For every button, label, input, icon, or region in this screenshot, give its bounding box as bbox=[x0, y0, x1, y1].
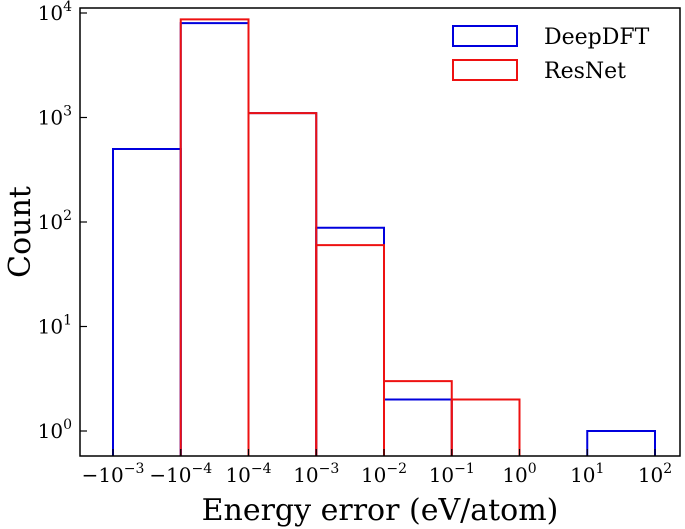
legend-swatch bbox=[452, 25, 518, 47]
legend-label: DeepDFT bbox=[544, 25, 650, 50]
series-resnet bbox=[179, 18, 521, 456]
bar-resnet bbox=[383, 380, 453, 456]
x-tick-label: 10−1 bbox=[429, 461, 475, 487]
x-axis: −10−3 −10−4 10−4 10−3 10−2 10−1 100 101 102 bbox=[82, 449, 672, 487]
bar-deepdft bbox=[179, 22, 250, 456]
x-tick-label: −10−3 bbox=[82, 461, 145, 487]
bar-deepdft bbox=[383, 398, 453, 456]
y-tick-label: 104 bbox=[38, 0, 72, 25]
legend: DeepDFT ResNet bbox=[452, 25, 650, 84]
y-axis: 100 101 102 103 104 bbox=[38, 0, 87, 443]
x-tick-label: 10−3 bbox=[293, 461, 339, 487]
bar-deepdft bbox=[247, 112, 318, 456]
histogram-bars bbox=[112, 18, 656, 456]
x-tick-label: 10−4 bbox=[225, 461, 271, 487]
plot-frame bbox=[79, 7, 681, 457]
x-tick-label: 101 bbox=[570, 461, 604, 487]
bar-resnet bbox=[247, 112, 318, 456]
legend-item-resnet: ResNet bbox=[452, 59, 626, 84]
y-tick-label: 102 bbox=[38, 208, 72, 234]
x-tick-label: 10−2 bbox=[361, 461, 407, 487]
x-axis-label: Energy error (eV/atom) bbox=[202, 493, 559, 528]
x-tick-label: 100 bbox=[502, 461, 536, 487]
legend-swatch bbox=[452, 59, 518, 81]
y-tick-label: 100 bbox=[38, 417, 72, 443]
legend-item-deepdft: DeepDFT bbox=[452, 25, 650, 50]
legend-label: ResNet bbox=[544, 59, 626, 84]
y-tick-label: 101 bbox=[38, 313, 72, 339]
x-tick-label: 102 bbox=[638, 461, 672, 487]
y-axis-label: Count bbox=[3, 186, 38, 278]
bar-resnet bbox=[179, 18, 250, 456]
bar-deepdft bbox=[112, 147, 182, 456]
bar-deepdft bbox=[315, 226, 385, 456]
bar-resnet bbox=[315, 244, 385, 456]
bar-resnet bbox=[450, 398, 521, 456]
y-tick-label: 103 bbox=[38, 104, 72, 130]
x-tick-label: −10−4 bbox=[149, 461, 212, 487]
bar-deepdft bbox=[586, 430, 656, 456]
